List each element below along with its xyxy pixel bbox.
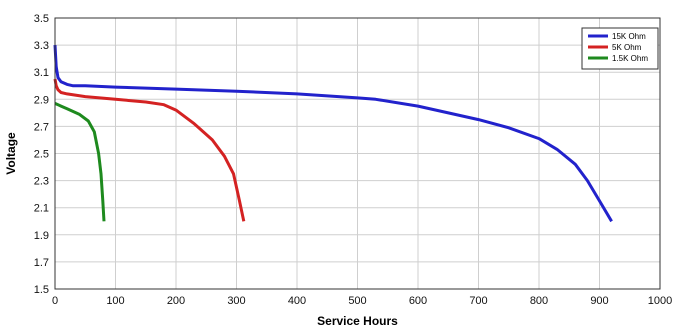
x-tick-label: 500: [348, 295, 366, 307]
x-tick-label: 700: [469, 295, 487, 307]
y-tick-label: 1.9: [34, 230, 49, 242]
x-tick-label: 200: [167, 295, 185, 307]
y-tick-labels: 1.5 1.7 1.9 2.1 2.3 2.5 2.7 2.9 3.1 3.3 3.5: [34, 13, 49, 296]
plot-area-frame: [54, 17, 661, 290]
y-tick-label: 2.7: [34, 121, 49, 133]
y-tick-label: 1.5: [34, 284, 49, 296]
legend: 15K Ohm 5K Ohm 1.5K Ohm: [581, 27, 659, 70]
legend-label: 1.5K Ohm: [612, 54, 648, 63]
legend-label: 5K Ohm: [612, 43, 642, 52]
y-axis-title: Voltage: [4, 132, 18, 175]
x-tick-label: 900: [590, 295, 608, 307]
series-line-1-5k-ohm: [54, 102, 106, 222]
x-tick-label: 1000: [648, 295, 672, 307]
legend-label: 15K Ohm: [612, 32, 646, 41]
y-tick-label: 2.9: [34, 94, 49, 106]
x-tick-label: 300: [227, 295, 245, 307]
y-tick-label: 1.7: [34, 257, 49, 269]
series-line-15k-ohm: [53, 45, 613, 223]
x-tick-label: 800: [530, 295, 548, 307]
x-axis-title: Service Hours: [317, 314, 398, 327]
y-tick-label: 2.3: [34, 176, 49, 188]
y-tick-label: 3.3: [34, 40, 49, 52]
x-tick-label: 600: [409, 295, 427, 307]
y-tick-label: 3.5: [34, 13, 49, 25]
x-tick-label: 400: [288, 295, 306, 307]
x-tick-label: 100: [106, 295, 124, 307]
x-tick-label: 0: [52, 295, 58, 307]
y-tick-label: 2.1: [34, 203, 49, 215]
y-tick-label: 3.1: [34, 67, 49, 79]
y-tick-label: 2.5: [34, 149, 49, 161]
grid: [54, 17, 661, 290]
x-tick-labels: 0 100 200 300 400 500 600 700 800 900 1000: [52, 295, 672, 307]
series-line-5k-ohm: [53, 78, 246, 222]
series-lines: [53, 45, 613, 223]
